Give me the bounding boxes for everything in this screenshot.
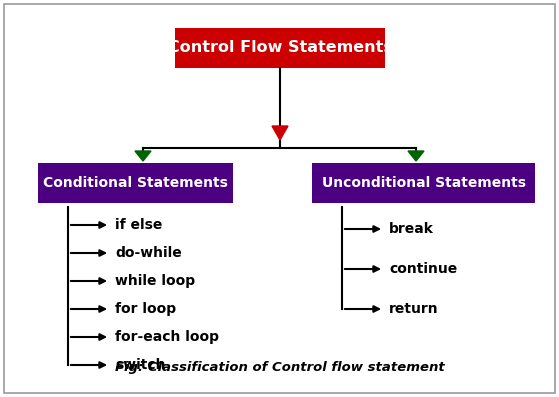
Text: for loop: for loop (115, 302, 176, 316)
Text: for-each loop: for-each loop (115, 330, 219, 344)
Polygon shape (135, 151, 151, 161)
Polygon shape (272, 126, 288, 140)
Text: break: break (389, 222, 434, 236)
Text: Fig: Classification of Control flow statement: Fig: Classification of Control flow stat… (115, 362, 444, 374)
Text: return: return (389, 302, 439, 316)
Text: if else: if else (115, 218, 162, 232)
Text: switch: switch (115, 358, 165, 372)
Text: do-while: do-while (115, 246, 182, 260)
Bar (38, 163, 233, 203)
Bar (175, 28, 385, 68)
Text: Unconditional Statements: Unconditional Statements (321, 176, 525, 190)
Text: while loop: while loop (115, 274, 195, 288)
Text: Control Flow Statements: Control Flow Statements (168, 40, 392, 56)
Bar (312, 163, 535, 203)
Polygon shape (408, 151, 424, 161)
Text: Conditional Statements: Conditional Statements (43, 176, 228, 190)
Text: continue: continue (389, 262, 457, 276)
